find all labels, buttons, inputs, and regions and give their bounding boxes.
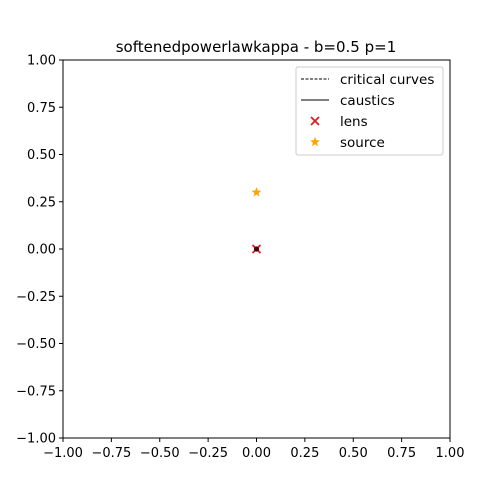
y-axis: 1.00 0.75 0.50 0.25 0.00 −0.25 −0.50 −0.75 −1.00 <box>16 54 63 447</box>
y-tick-label: 0.75 <box>27 101 56 116</box>
legend: critical curves caustics lens source <box>295 66 444 156</box>
x-tick-label: −0.50 <box>140 446 180 461</box>
x-tick-label: −1.00 <box>43 446 83 461</box>
y-tick-label: 0.00 <box>27 243 56 258</box>
chart-title: softenedpowerlawkappa - b=0.5 p=1 <box>116 38 397 56</box>
x-axis: −1.00 −0.75 −0.50 −0.25 0.00 0.25 0.50 0.75 1.00 <box>43 438 464 461</box>
y-tick-label: −0.25 <box>16 290 56 305</box>
y-tick-label: 0.25 <box>27 195 56 210</box>
y-tick-label: −0.50 <box>16 337 56 352</box>
x-tick-label: −0.25 <box>188 446 228 461</box>
legend-lens-label: lens <box>340 114 368 130</box>
x-tick-label: 0.50 <box>339 446 368 461</box>
legend-caustics-label: caustics <box>340 93 395 109</box>
y-tick-label: −1.00 <box>16 432 56 447</box>
x-tick-label: 0.75 <box>387 446 416 461</box>
x-tick-label: 0.25 <box>290 446 319 461</box>
legend-critical-curves-label: critical curves <box>340 72 434 88</box>
x-tick-label: −0.75 <box>91 446 131 461</box>
legend-lens-swatch <box>310 116 320 126</box>
legend-source-swatch <box>310 136 320 147</box>
data-marks <box>251 187 262 254</box>
legend-box <box>295 66 444 156</box>
y-tick-label: −0.75 <box>16 384 56 399</box>
lens-centre-dot <box>253 246 260 252</box>
x-tick-label: 0.00 <box>242 446 271 461</box>
legend-source-label: source <box>340 135 385 151</box>
y-tick-label: 0.50 <box>27 148 56 163</box>
y-tick-label: 1.00 <box>27 54 56 69</box>
source-point <box>251 187 262 197</box>
x-tick-label: 1.00 <box>436 446 465 461</box>
